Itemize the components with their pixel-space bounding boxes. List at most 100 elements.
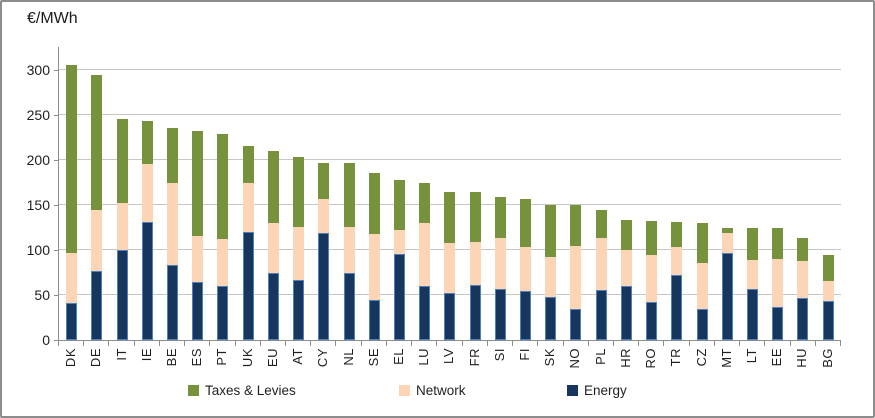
segment-energy (646, 302, 658, 340)
x-tick-mark (58, 340, 59, 346)
segment-energy (66, 303, 78, 340)
segment-energy (469, 285, 481, 340)
x-tick-label-NL: NL (340, 348, 356, 366)
x-tick-label-UK: UK (239, 348, 255, 368)
x-tick-label-FR: FR (466, 348, 482, 367)
segment-network (444, 242, 456, 294)
x-tick-label-EE: EE (769, 348, 785, 367)
segment-network (494, 238, 506, 289)
segment-energy (595, 289, 607, 340)
bar-slot (185, 47, 210, 340)
y-tick-mark (54, 70, 58, 71)
segment-taxes-levies (822, 254, 834, 281)
segment-network (91, 210, 103, 271)
segment-energy (494, 288, 506, 340)
x-tick-label-TR: TR (668, 348, 684, 367)
segment-energy (772, 306, 784, 340)
x-label-slot: EU (260, 348, 285, 384)
x-tick-mark (764, 340, 766, 346)
x-label-slot: LV (436, 348, 461, 384)
x-tick-label-DK: DK (63, 348, 79, 368)
bar-slot (488, 47, 513, 340)
x-tick-label-AT: AT (290, 348, 306, 365)
x-label-slot: BG (815, 348, 840, 384)
x-tick-label-FI: FI (517, 348, 533, 361)
bar-slot (614, 47, 639, 340)
bar-PL (595, 210, 607, 340)
bar-slot (109, 47, 134, 340)
x-label-slot: HR (613, 348, 638, 384)
y-tick-label: 250 (26, 107, 50, 123)
bar-FR (469, 191, 481, 340)
segment-taxes-levies (419, 182, 431, 223)
x-tick-mark (385, 340, 387, 346)
x-label-slot: LT (739, 348, 764, 384)
x-tick-mark (638, 340, 640, 346)
y-tick-label: 50 (34, 287, 50, 303)
bar-slot (387, 47, 412, 340)
bar-CZ (696, 223, 708, 340)
segment-energy (696, 309, 708, 340)
bar-TR (671, 222, 683, 340)
segment-energy (217, 286, 229, 340)
legend-item-taxes-levies: Taxes & Levies (188, 383, 296, 398)
segment-taxes-levies (696, 223, 708, 263)
bar-LU (419, 182, 431, 340)
x-label-slot: CZ (688, 348, 713, 384)
x-label-slot: MT (714, 348, 739, 384)
legend-swatch (567, 385, 578, 396)
x-label-slot: PL (588, 348, 613, 384)
x-tick-label-SK: SK (542, 348, 558, 367)
y-tick-label: 300 (26, 62, 50, 78)
segment-energy (318, 232, 330, 340)
x-tick-label-EL: EL (390, 348, 406, 365)
chart-title: €/MWh (27, 10, 78, 27)
x-tick-mark (562, 340, 564, 346)
segment-taxes-levies (444, 191, 456, 243)
segment-network (368, 233, 380, 301)
y-tick-mark (54, 250, 58, 251)
bar-PT (217, 133, 229, 340)
bar-ES (192, 131, 204, 340)
x-label-slot: SK (537, 348, 562, 384)
x-tick-mark (840, 340, 841, 346)
bar-slot (589, 47, 614, 340)
x-label-slot: DE (83, 348, 108, 384)
bars-container (59, 47, 841, 340)
x-tick-mark (537, 340, 539, 346)
x-tick-label-PL: PL (592, 348, 608, 365)
x-label-slot: IE (134, 348, 159, 384)
legend: Taxes & Levies Network Energy (2, 383, 873, 405)
segment-energy (116, 250, 128, 340)
segment-network (242, 183, 254, 232)
x-tick-mark (184, 340, 186, 346)
x-tick-label-HU: HU (794, 348, 810, 368)
segment-taxes-levies (747, 227, 759, 260)
bar-EL (393, 179, 405, 340)
segment-energy (242, 232, 254, 340)
segment-taxes-levies (116, 118, 128, 204)
x-tick-mark (789, 340, 791, 346)
segment-network (217, 239, 229, 286)
segment-energy (520, 290, 532, 340)
x-tick-mark (713, 340, 715, 346)
segment-network (646, 255, 658, 303)
x-label-slot: LU (411, 348, 436, 384)
segment-energy (91, 270, 103, 340)
segment-taxes-levies (267, 151, 279, 223)
segment-energy (141, 222, 153, 340)
x-tick-label-MT: MT (718, 348, 734, 368)
x-tick-mark (587, 340, 589, 346)
bar-slot (210, 47, 235, 340)
segment-network (696, 262, 708, 310)
segment-network (66, 252, 78, 304)
segment-energy (545, 296, 557, 340)
x-tick-mark (158, 340, 160, 346)
bar-slot (311, 47, 336, 340)
x-tick-mark (436, 340, 438, 346)
segment-network (318, 198, 330, 233)
segment-network (293, 226, 305, 280)
gridline-300 (59, 69, 841, 70)
bar-LT (747, 227, 759, 340)
bar-UK (242, 145, 254, 340)
